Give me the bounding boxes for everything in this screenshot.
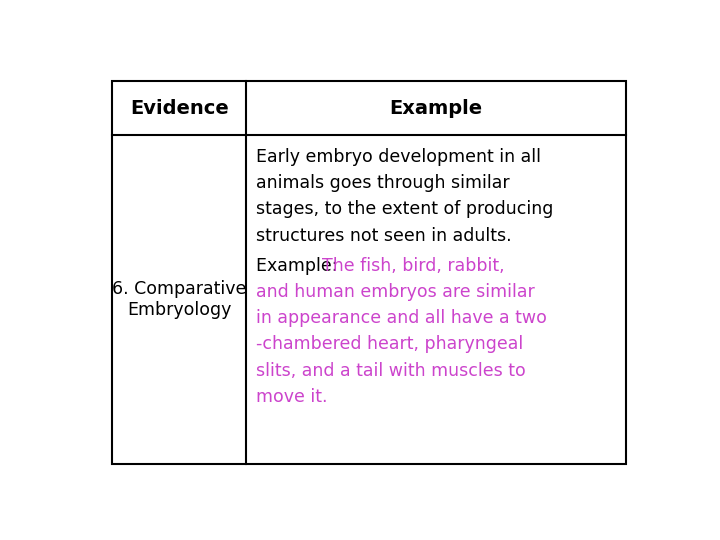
- Text: Example: Example: [390, 99, 482, 118]
- Text: 6. Comparative
Embryology: 6. Comparative Embryology: [112, 280, 246, 319]
- Text: structures not seen in adults.: structures not seen in adults.: [256, 227, 512, 245]
- Text: slits, and a tail with muscles to: slits, and a tail with muscles to: [256, 362, 526, 380]
- Text: Evidence: Evidence: [130, 99, 229, 118]
- Text: stages, to the extent of producing: stages, to the extent of producing: [256, 200, 554, 218]
- Text: in appearance and all have a two: in appearance and all have a two: [256, 309, 547, 327]
- Text: Example:: Example:: [256, 257, 343, 275]
- Text: Early embryo development in all: Early embryo development in all: [256, 148, 541, 166]
- Text: move it.: move it.: [256, 388, 328, 406]
- Text: and human embryos are similar: and human embryos are similar: [256, 283, 535, 301]
- Text: -chambered heart, pharyngeal: -chambered heart, pharyngeal: [256, 335, 523, 354]
- Text: The fish, bird, rabbit,: The fish, bird, rabbit,: [322, 257, 505, 275]
- Text: animals goes through similar: animals goes through similar: [256, 174, 510, 192]
